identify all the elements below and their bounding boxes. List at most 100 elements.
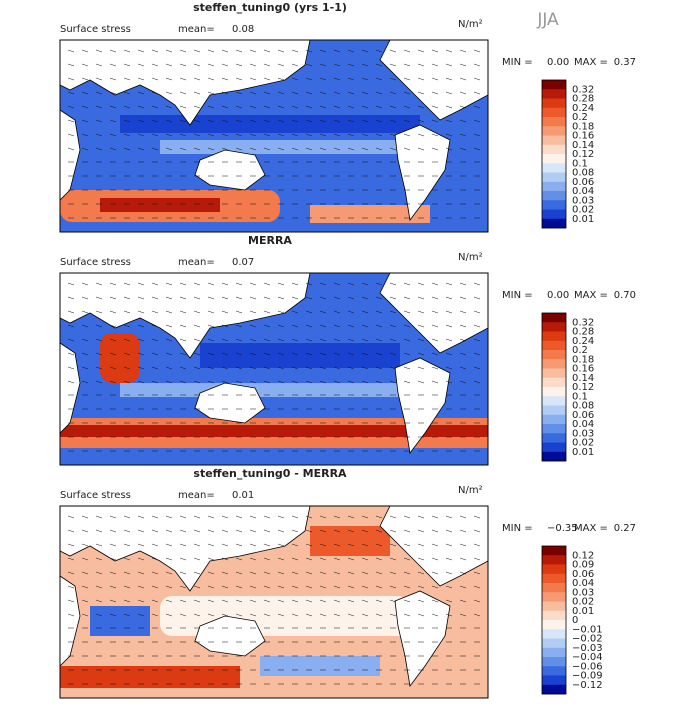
wind-arrow xyxy=(123,63,131,67)
wind-arrow xyxy=(151,119,159,123)
wind-arrow xyxy=(459,49,467,53)
wind-arrow xyxy=(221,49,229,53)
wind-arrow xyxy=(81,282,89,286)
wind-arrow xyxy=(347,49,355,53)
wind-arrow xyxy=(165,77,173,81)
wind-arrow xyxy=(333,282,341,286)
wind-arrow xyxy=(109,366,117,370)
wind-arrow xyxy=(389,147,397,151)
wind-arrow xyxy=(207,585,215,589)
wind-arrow xyxy=(403,324,411,328)
wind-arrow xyxy=(137,282,145,286)
wind-arrow xyxy=(179,63,187,67)
wind-arrow xyxy=(165,571,173,575)
wind-arrow xyxy=(319,585,327,589)
wind-arrow xyxy=(95,338,103,342)
min-value: 0.00 xyxy=(547,57,569,68)
wind-arrow xyxy=(179,380,187,384)
land xyxy=(394,357,451,454)
wind-arrow xyxy=(137,91,145,95)
wind-arrow xyxy=(249,515,257,519)
wind-arrow xyxy=(375,380,383,384)
colorbar-band xyxy=(542,387,566,397)
colorbar-label: −0.04 xyxy=(572,652,603,663)
colorbar-label: −0.06 xyxy=(572,661,603,672)
wind-arrow xyxy=(207,366,215,370)
wind-arrow xyxy=(179,557,187,561)
wind-arrow xyxy=(305,77,313,81)
wind-arrow xyxy=(67,105,75,109)
wind-arrow xyxy=(403,91,411,95)
wind-arrow xyxy=(277,91,285,95)
wind-arrow xyxy=(277,63,285,67)
wind-arrow xyxy=(165,105,173,109)
wind-arrow xyxy=(445,296,453,300)
wind-arrow xyxy=(333,296,341,300)
wind-arrow xyxy=(389,599,397,603)
wind-arrow xyxy=(67,599,75,603)
wind-arrow xyxy=(389,543,397,547)
wind-arrow xyxy=(319,63,327,67)
wind-arrow xyxy=(95,49,103,53)
wind-arrow xyxy=(305,49,313,53)
wind-arrow xyxy=(221,324,229,328)
wind-arrow xyxy=(221,599,229,603)
wind-arrow xyxy=(333,49,341,53)
wind-arrow xyxy=(67,380,75,384)
wind-arrow xyxy=(459,380,467,384)
wind-arrow xyxy=(347,366,355,370)
wind-arrow xyxy=(473,133,481,137)
wind-arrow xyxy=(109,147,117,151)
wind-arrow xyxy=(347,282,355,286)
wind-arrow xyxy=(123,282,131,286)
wind-arrow xyxy=(417,599,425,603)
wind-arrow xyxy=(81,91,89,95)
wind-arrow xyxy=(389,515,397,519)
wind-arrow xyxy=(319,529,327,533)
wind-arrow xyxy=(137,515,145,519)
wind-arrow xyxy=(305,352,313,356)
wind-arrow xyxy=(319,77,327,81)
wind-arrow xyxy=(305,366,313,370)
wind-arrow xyxy=(123,543,131,547)
mean-value: 0.07 xyxy=(232,257,254,268)
wind-arrow xyxy=(333,380,341,384)
map-frame xyxy=(59,272,489,466)
wind-arrow xyxy=(249,571,257,575)
wind-arrow xyxy=(445,105,453,109)
wind-arrow xyxy=(81,63,89,67)
wind-arrow xyxy=(221,133,229,137)
colorbar-label: −0.01 xyxy=(572,624,603,635)
wind-arrow xyxy=(305,105,313,109)
colorbar-band xyxy=(542,610,566,621)
colorbar-label: 0.28 xyxy=(572,327,594,338)
wind-arrow xyxy=(109,557,117,561)
mean-label: mean= xyxy=(178,490,215,501)
wind-arrow xyxy=(291,91,299,95)
wind-arrow xyxy=(403,105,411,109)
colorbar-label: 0.02 xyxy=(572,205,594,216)
wind-arrow xyxy=(431,147,439,151)
wind-arrow xyxy=(81,571,89,575)
wind-arrow xyxy=(151,599,159,603)
wind-arrow xyxy=(333,338,341,342)
wind-arrow xyxy=(67,515,75,519)
wind-arrow xyxy=(249,296,257,300)
colorbar-label: 0.03 xyxy=(572,587,594,598)
wind-arrow xyxy=(333,557,341,561)
colorbar-band xyxy=(542,377,566,388)
colorbar-band xyxy=(542,647,566,658)
wind-arrow xyxy=(207,133,215,137)
wind-arrow xyxy=(291,380,299,384)
colorbar-band xyxy=(542,181,566,192)
wind-arrow xyxy=(291,571,299,575)
wind-arrow xyxy=(95,352,103,356)
wind-arrow xyxy=(263,571,271,575)
wind-arrow xyxy=(417,133,425,137)
wind-arrow xyxy=(137,147,145,151)
wind-arrow xyxy=(431,133,439,137)
colorbar-band xyxy=(542,80,566,90)
wind-arrow xyxy=(165,119,173,123)
wind-arrow xyxy=(249,324,257,328)
wind-arrow xyxy=(361,380,369,384)
